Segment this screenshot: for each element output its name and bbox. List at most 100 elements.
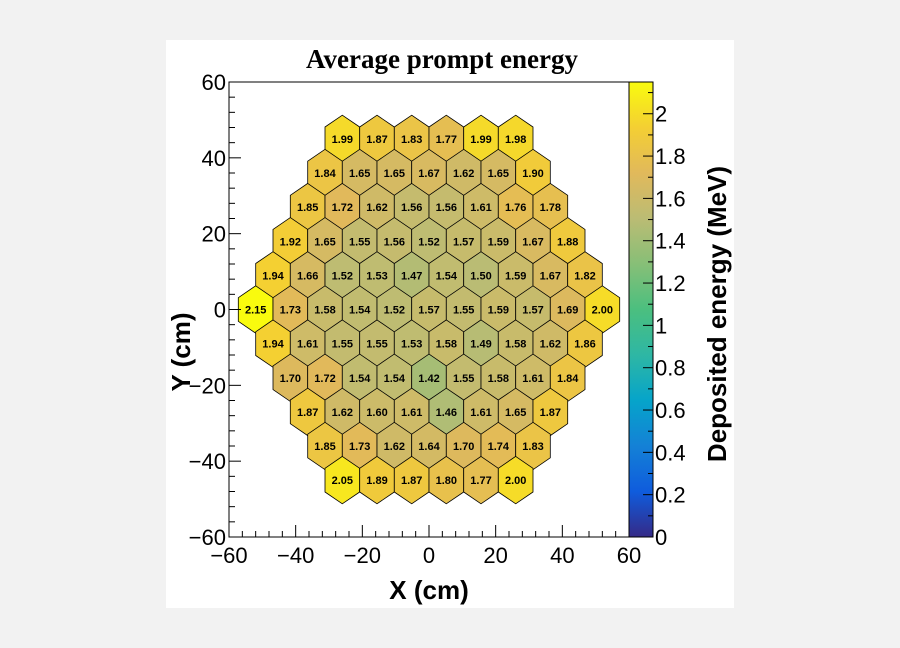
x-tick-label: 40 [550, 543, 574, 568]
hex-cell: 1.56 [428, 182, 465, 232]
hex-cell-value: 1.52 [384, 305, 405, 317]
hex-cell: 1.85 [307, 421, 343, 471]
hex-cell: 1.73 [341, 421, 378, 471]
hex-cell-value: 1.94 [262, 270, 284, 282]
hex-cell-value: 1.61 [297, 339, 318, 351]
hex-cell-value: 1.99 [470, 134, 491, 146]
chart-canvas: Average prompt energy 1.99 1.87 1.83 1.77 1.… [166, 40, 734, 608]
x-tick-label: −60 [210, 543, 247, 568]
hex-cell-value: 1.90 [522, 168, 543, 180]
hex-cell-value: 1.87 [540, 407, 561, 419]
hex-cell-value: 1.47 [401, 270, 422, 282]
y-axis: −60 −40 −20 0 20 40 60 [189, 70, 241, 550]
hex-cell: 1.62 [324, 387, 361, 437]
hex-cell-value: 1.65 [349, 168, 370, 180]
hex-cell-value: 1.56 [384, 236, 405, 248]
hex-cell-value: 1.83 [522, 441, 543, 453]
hex-cell-value: 1.55 [349, 236, 370, 248]
hex-cell: 1.58 [428, 319, 465, 368]
hex-cell-value: 1.77 [470, 475, 491, 487]
x-tick-label: 60 [617, 543, 641, 568]
hex-cell-value: 1.87 [401, 475, 422, 487]
color-scale-tick-label: 1.6 [655, 186, 686, 211]
hex-cell-value: 1.64 [418, 441, 440, 453]
hex-cell-value: 1.62 [332, 407, 353, 419]
color-scale-tick-label: 1.4 [655, 229, 686, 254]
hex-cell: 1.52 [324, 251, 361, 300]
hex-cell-value: 1.76 [505, 202, 526, 214]
x-tick-label: −20 [344, 543, 381, 568]
hex-cell: 1.85 [289, 182, 326, 232]
hex-cell: 1.64 [411, 421, 447, 471]
hex-cell-value: 1.58 [488, 373, 509, 385]
hex-cell-value: 1.84 [314, 168, 336, 180]
y-tick-label: 60 [202, 70, 226, 95]
hex-cell-value: 1.61 [401, 407, 422, 419]
hex-cell-value: 1.87 [366, 134, 387, 146]
chart-title: Average prompt energy [306, 44, 578, 74]
hex-cell-value: 1.62 [384, 441, 405, 453]
hex-cell-value: 1.78 [540, 202, 561, 214]
hex-cell-value: 1.42 [418, 373, 439, 385]
hex-cell: 2.00 [497, 455, 534, 505]
hex-cell-value: 1.55 [453, 305, 474, 317]
hex-cell-value: 1.94 [262, 339, 284, 351]
hex-cell: 1.94 [255, 251, 291, 300]
hex-cell: 1.61 [289, 319, 326, 368]
hex-cell-value: 1.58 [436, 339, 457, 351]
hex-cell-value: 2.00 [592, 305, 613, 317]
hex-cell: 1.74 [480, 421, 517, 471]
hex-cell: 1.77 [428, 114, 465, 164]
hex-layer: 1.99 1.87 1.83 1.77 1.99 1.98 1.84 1.65 1.65 1.67… [237, 114, 621, 505]
hex-cell-value: 1.50 [470, 270, 491, 282]
hex-cell-value: 1.99 [332, 134, 353, 146]
hex-cell-value: 1.69 [557, 305, 578, 317]
hex-cell-value: 1.87 [297, 407, 318, 419]
hex-cell: 1.56 [393, 182, 430, 232]
hex-cell-value: 1.67 [540, 270, 561, 282]
hex-cell: 1.78 [532, 182, 569, 232]
color-scale-tick-label: 1 [655, 313, 667, 338]
hex-cell-value: 1.65 [314, 236, 335, 248]
hex-cell-value: 1.59 [488, 236, 509, 248]
y-tick-label: −20 [189, 373, 226, 398]
hex-cell: 1.72 [324, 182, 361, 232]
hex-cell-value: 1.89 [366, 475, 387, 487]
hex-cell: 1.69 [549, 285, 586, 334]
hex-cell-value: 1.74 [488, 441, 510, 453]
color-scale-tick-label: 0.8 [655, 356, 686, 381]
hex-cell-value: 1.46 [436, 407, 457, 419]
y-axis-label: Y (cm) [166, 313, 196, 392]
hex-cell: 1.56 [376, 217, 413, 266]
hex-cell-value: 1.54 [349, 373, 371, 385]
hex-cell-value: 1.65 [488, 168, 509, 180]
hex-cell-value: 1.59 [488, 305, 509, 317]
hex-cell: 1.83 [515, 421, 551, 471]
hex-cell-value: 1.66 [297, 270, 318, 282]
hex-cell-value: 1.84 [557, 373, 579, 385]
hex-cell-value: 1.55 [453, 373, 474, 385]
hex-cell-value: 1.52 [418, 236, 439, 248]
hex-cell-value: 1.77 [436, 134, 457, 146]
hex-cell: 1.86 [567, 319, 603, 368]
hex-cell-value: 1.57 [522, 305, 543, 317]
hex-cell-value: 1.56 [401, 202, 422, 214]
hex-cell-value: 1.72 [314, 373, 335, 385]
hex-cell-value: 1.54 [436, 270, 458, 282]
x-tick-label: −40 [277, 543, 314, 568]
hex-cell-value: 1.98 [505, 134, 526, 146]
hex-cell-value: 1.82 [574, 270, 595, 282]
hex-cell-value: 2.15 [245, 305, 266, 317]
hex-cell-value: 1.85 [314, 441, 335, 453]
y-tick-label: −60 [189, 525, 226, 550]
hex-cell: 1.87 [532, 387, 569, 437]
color-scale-tick-label: 0 [655, 525, 667, 550]
hex-energy-chart: Average prompt energy 1.99 1.87 1.83 1.77 1.… [166, 44, 732, 605]
color-scale-tick-label: 0.2 [655, 483, 686, 508]
y-tick-label: 40 [202, 146, 226, 171]
y-tick-label: 0 [214, 298, 226, 323]
hex-cell: 1.58 [307, 285, 343, 334]
hex-cell-value: 1.62 [453, 168, 474, 180]
color-scale-tick-label: 1.2 [655, 271, 686, 296]
hex-cell: 1.89 [359, 455, 395, 505]
